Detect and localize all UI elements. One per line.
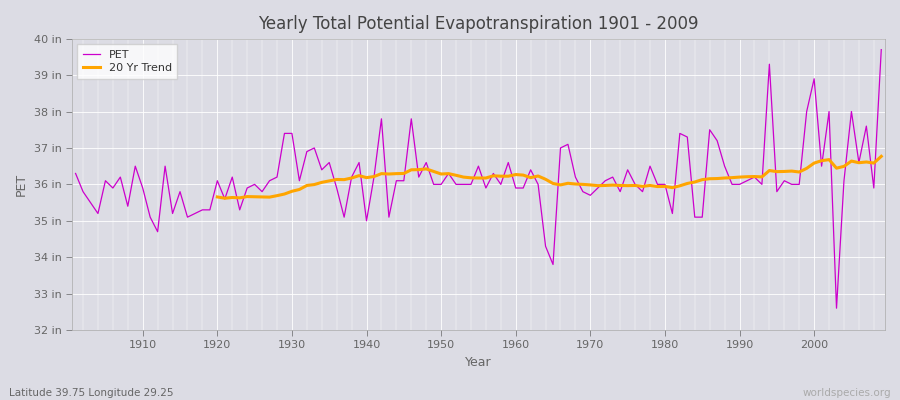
20 Yr Trend bbox=[421, 166, 432, 171]
X-axis label: Year: Year bbox=[465, 356, 491, 369]
Text: Latitude 39.75 Longitude 29.25: Latitude 39.75 Longitude 29.25 bbox=[9, 388, 174, 398]
Line: PET: PET bbox=[76, 50, 881, 308]
PET bbox=[510, 186, 521, 190]
PET bbox=[599, 178, 610, 183]
Text: worldspecies.org: worldspecies.org bbox=[803, 388, 891, 398]
Y-axis label: PET: PET bbox=[15, 173, 28, 196]
20 Yr Trend bbox=[220, 196, 230, 201]
PET bbox=[503, 160, 514, 165]
20 Yr Trend bbox=[309, 182, 320, 187]
PET bbox=[338, 215, 349, 220]
PET bbox=[876, 47, 886, 52]
PET bbox=[294, 178, 305, 183]
20 Yr Trend bbox=[853, 160, 864, 165]
20 Yr Trend bbox=[212, 194, 222, 199]
Legend: PET, 20 Yr Trend: PET, 20 Yr Trend bbox=[77, 44, 177, 79]
20 Yr Trend bbox=[876, 154, 886, 159]
PET bbox=[130, 164, 140, 168]
Line: 20 Yr Trend: 20 Yr Trend bbox=[217, 156, 881, 198]
20 Yr Trend bbox=[771, 169, 782, 174]
PET bbox=[831, 306, 842, 310]
20 Yr Trend bbox=[787, 169, 797, 174]
Title: Yearly Total Potential Evapotranspiration 1901 - 2009: Yearly Total Potential Evapotranspiratio… bbox=[258, 15, 698, 33]
20 Yr Trend bbox=[682, 181, 693, 186]
PET bbox=[70, 171, 81, 176]
